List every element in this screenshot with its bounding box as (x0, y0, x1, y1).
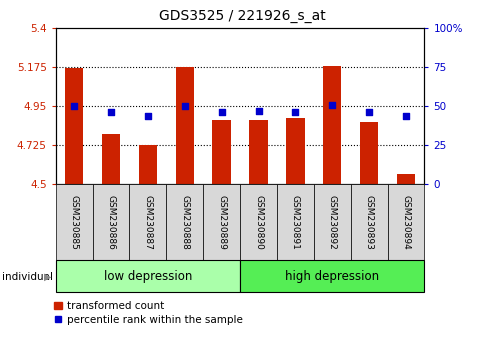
Text: GSM230894: GSM230894 (401, 195, 409, 250)
Bar (203, 184, 240, 260)
Bar (166, 184, 203, 260)
Bar (396, 174, 414, 184)
Bar (350, 184, 387, 260)
Bar (129, 184, 166, 260)
Text: ▶: ▶ (44, 272, 51, 282)
Bar (249, 120, 267, 184)
Bar (313, 184, 350, 260)
Bar (240, 184, 276, 260)
Text: GSM230891: GSM230891 (290, 195, 299, 250)
Bar (65, 68, 83, 184)
Text: GSM230889: GSM230889 (217, 195, 226, 250)
Text: individual: individual (2, 272, 53, 282)
Bar (138, 145, 157, 184)
Bar (56, 260, 240, 292)
Bar (56, 184, 92, 260)
Text: high depression: high depression (285, 270, 378, 282)
Point (254, 108, 262, 114)
Point (181, 103, 188, 109)
Bar (175, 67, 194, 184)
Point (401, 113, 409, 118)
Point (144, 113, 151, 118)
Text: GSM230893: GSM230893 (364, 195, 373, 250)
Text: GSM230890: GSM230890 (254, 195, 262, 250)
Bar (387, 184, 424, 260)
Bar (92, 184, 129, 260)
Point (364, 110, 372, 115)
Bar (102, 134, 120, 184)
Bar (286, 118, 304, 184)
Text: GSM230887: GSM230887 (143, 195, 152, 250)
Bar (212, 120, 230, 184)
Point (107, 110, 115, 115)
Text: GDS3525 / 221926_s_at: GDS3525 / 221926_s_at (159, 9, 325, 23)
Legend: transformed count, percentile rank within the sample: transformed count, percentile rank withi… (54, 301, 242, 325)
Text: GSM230888: GSM230888 (180, 195, 189, 250)
Point (291, 110, 299, 115)
Point (70, 103, 78, 109)
Bar (359, 122, 378, 184)
Text: low depression: low depression (104, 270, 192, 282)
Point (328, 102, 335, 108)
Text: GSM230885: GSM230885 (70, 195, 78, 250)
Text: GSM230892: GSM230892 (327, 195, 336, 250)
Point (217, 110, 225, 115)
Text: GSM230886: GSM230886 (106, 195, 115, 250)
Bar (322, 65, 341, 184)
Bar (240, 260, 424, 292)
Bar (276, 184, 313, 260)
